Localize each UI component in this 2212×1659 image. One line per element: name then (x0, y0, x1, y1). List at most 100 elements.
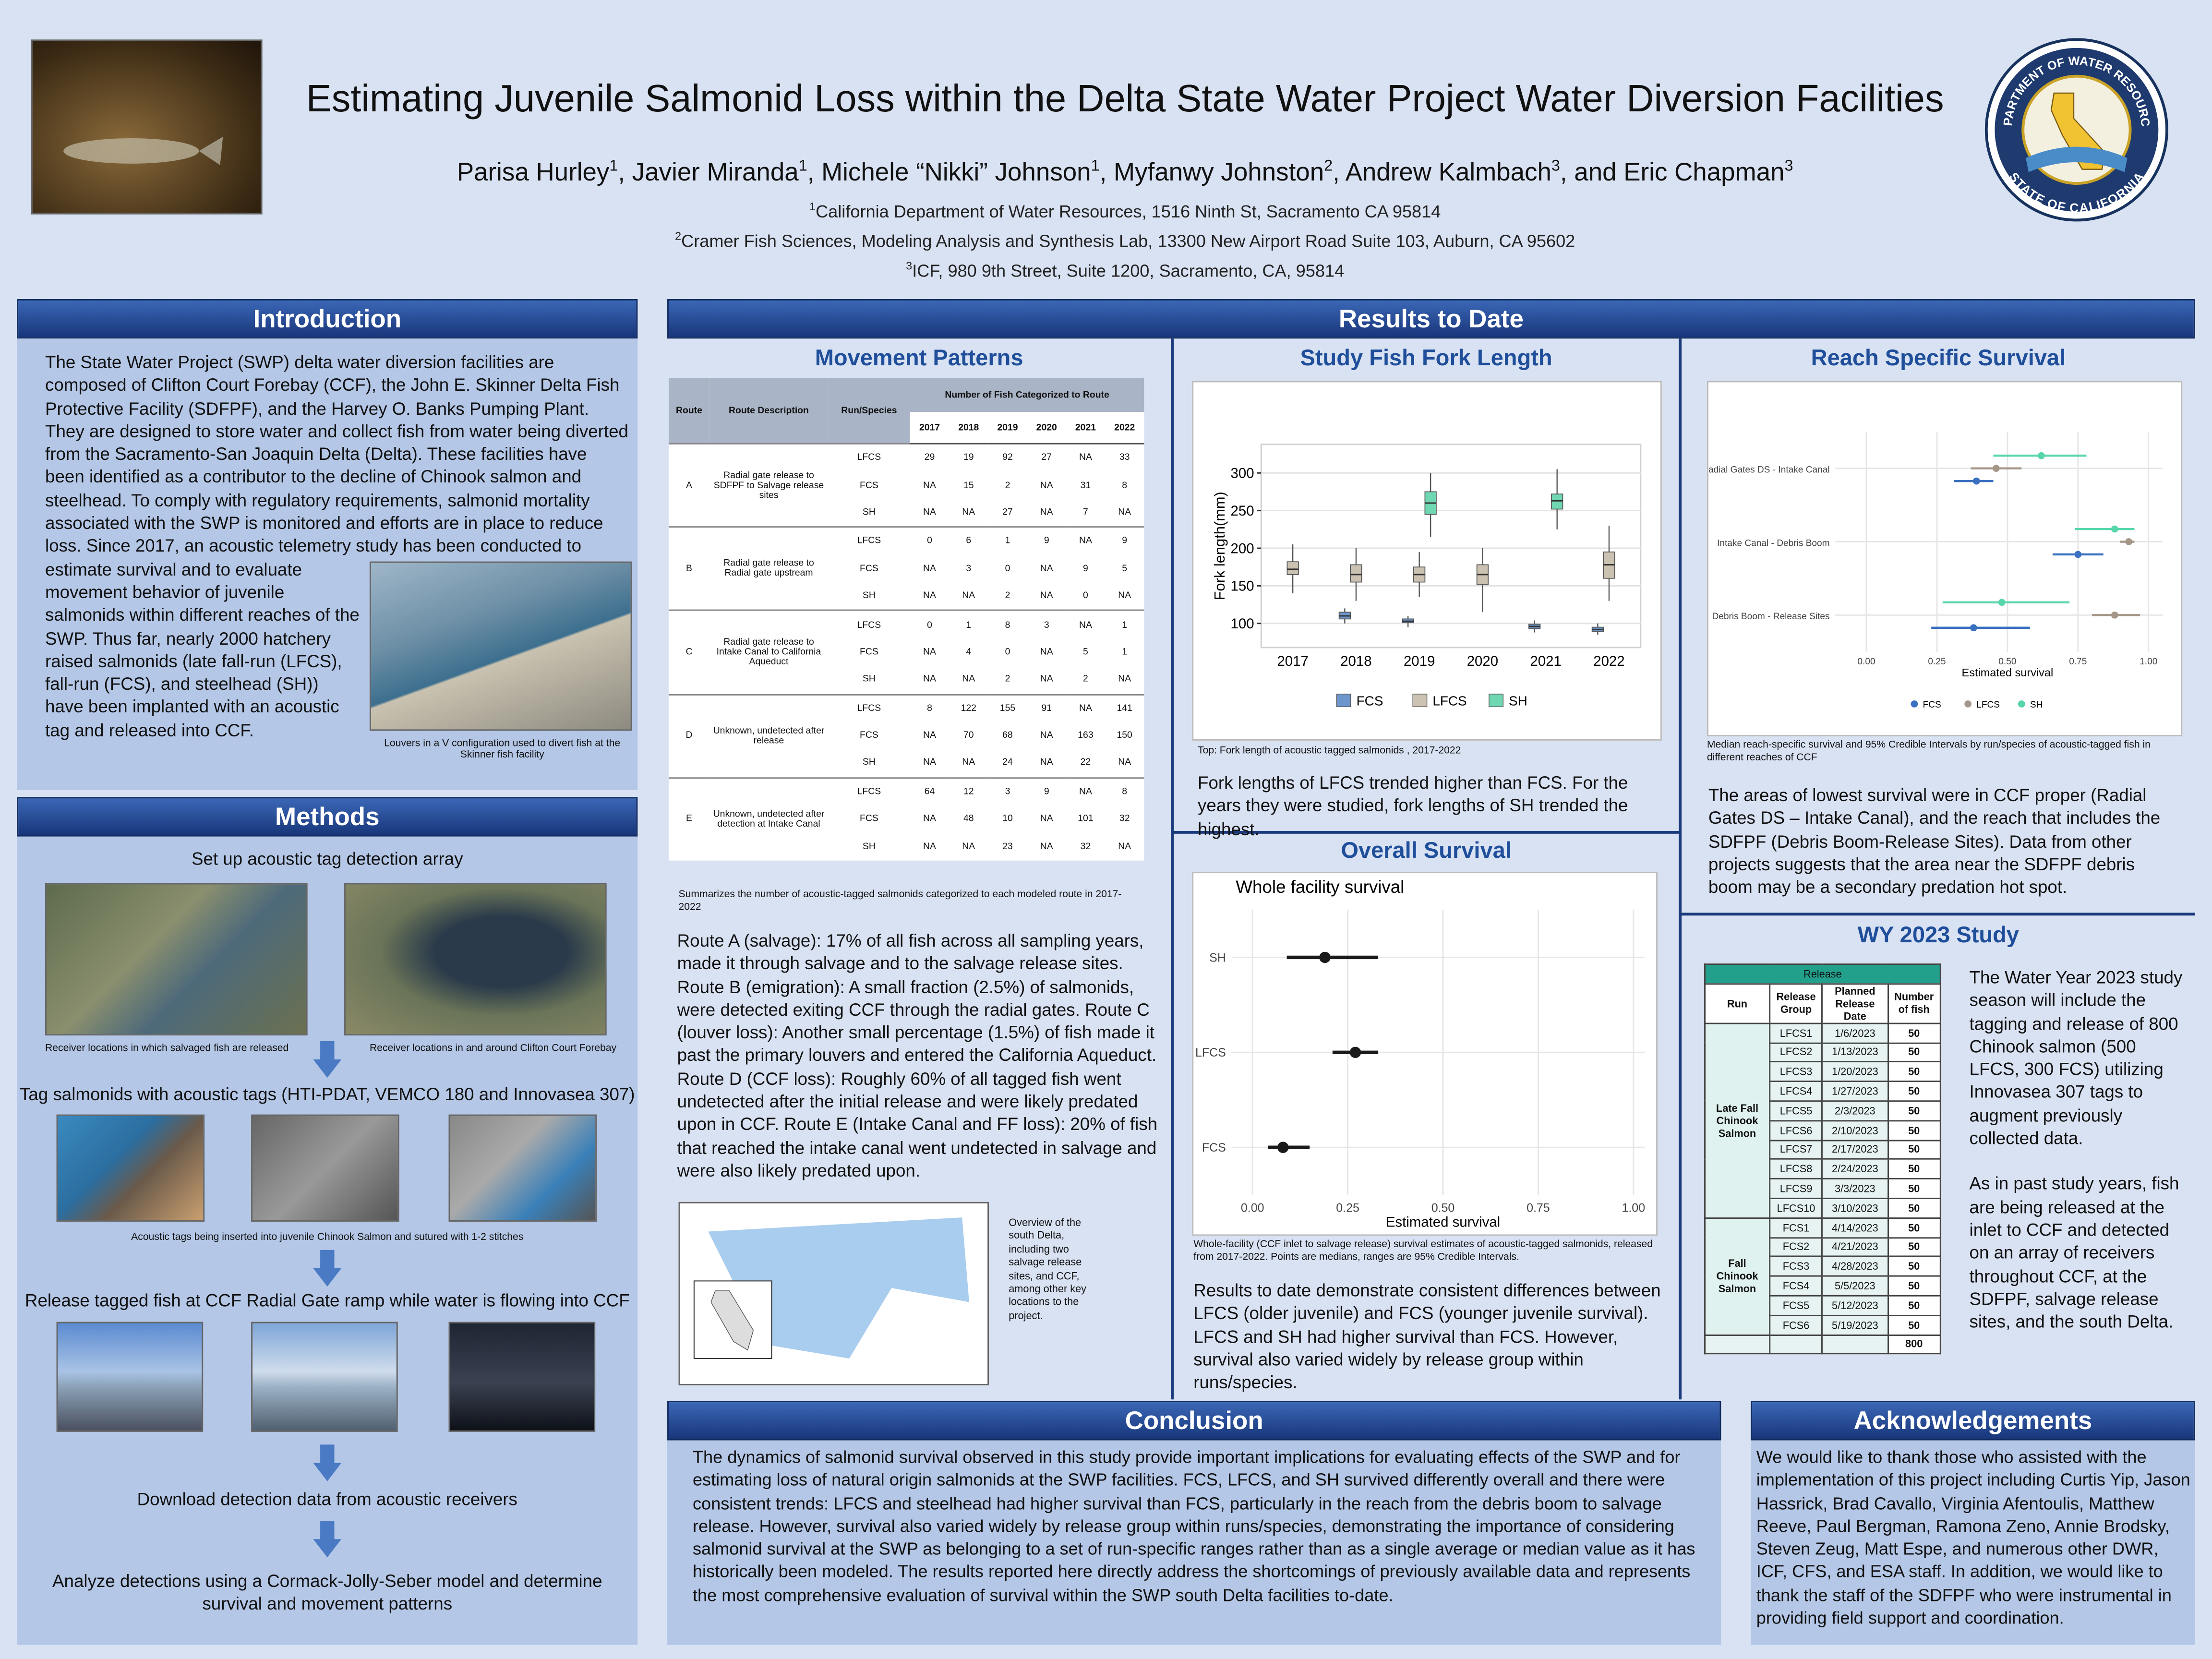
method-step: Set up acoustic tag detection array (191, 849, 463, 869)
chart-frame: 100 150 200 250 300 Fork length(mm) 2017 2018 20… (1192, 381, 1662, 741)
table-cell: 50 (1887, 1100, 1941, 1121)
count-cell: 31 (1080, 480, 1091, 491)
count-cell: NA (1066, 610, 1106, 639)
affiliation-text: ICF, 980 9th Street, Suite 1200, Sacrame… (912, 261, 1345, 281)
route-text: Route A (salvage): 17% of all fish acros… (677, 931, 1158, 1181)
count-cell: NA (923, 507, 937, 518)
table-cell: 50 (1887, 1275, 1941, 1297)
count-cell: 27 (1002, 507, 1013, 518)
count-cell: 3 (988, 777, 1027, 806)
affiliation: 3ICF, 980 9th Street, Suite 1200, Sacram… (268, 254, 1982, 284)
flow-arrow (313, 1041, 342, 1078)
y-tick-label: FCS (1202, 1141, 1226, 1154)
table-cell: 1/20/2023 (1822, 1061, 1888, 1082)
empty-cell (1768, 1334, 1824, 1355)
point (2074, 551, 2082, 558)
table-cell: 50 (1887, 1237, 1941, 1258)
count-cell: NA (1040, 758, 1053, 769)
y-tick-label: Debris Boom - Release Sites (1712, 612, 1829, 622)
table-row: LFCS3 1/20/2023 50 (1705, 1061, 1941, 1082)
count-cell: 7 (1083, 507, 1088, 518)
author-affiliation: 1 (1091, 158, 1100, 175)
count-cell: 155 (988, 693, 1027, 722)
count-cell: 3 (1027, 610, 1066, 639)
species-cell: LFCS (828, 526, 910, 555)
table-cell: 50 (1887, 1081, 1941, 1102)
description-cell: Unknown, undetected after detection at I… (709, 777, 828, 861)
table-row: FCS NA 3 0 NA 9 5 (669, 555, 1144, 583)
description-cell: Radial gate release to Intake Canal to C… (709, 610, 828, 694)
legend-label: SH (1509, 693, 1527, 708)
count-cell: NA (1066, 693, 1106, 722)
poster-title: Estimating Juvenile Salmonid Loss within… (306, 77, 1944, 120)
description-cell: Radial gate release to Radial gate upstr… (709, 526, 828, 611)
legend-swatch (1336, 694, 1351, 708)
description-cell: Radial gate release to SDFPF to Salvage … (709, 443, 828, 528)
flow-arrow (313, 1250, 342, 1287)
count-cell: 10 (1002, 814, 1013, 825)
table-row: LFCS2 1/13/2023 50 (1705, 1042, 1941, 1063)
method-step: Analyze detections using a Cormack-Jolly… (52, 1571, 602, 1614)
intro-figure: Louvers in a V configuration used to div… (369, 561, 635, 776)
reach-survival-chart: 0.00 0.25 0.50 0.75 1.00 Estimated survival Ra… (1702, 432, 2163, 710)
table-row: SH NA NA 23 NA 32 NA (669, 833, 1144, 860)
point (2111, 525, 2118, 533)
point (2038, 452, 2045, 459)
table-cell: LFCS6 (1768, 1119, 1824, 1141)
dwr-logo: DEPARTMENT OF WATER RESOURCES STATE OF C… (1984, 36, 2168, 222)
author-name: , Andrew Kalmbach (1333, 158, 1551, 186)
table-cell: 50 (1887, 1295, 1941, 1316)
species-cell: LFCS (828, 443, 910, 472)
count-cell: 0 (910, 526, 950, 555)
count-cell: NA (923, 674, 937, 685)
table-cell: 50 (1887, 1119, 1941, 1141)
x-tick-label: 0.25 (1336, 1201, 1359, 1214)
count-cell: 1 (988, 526, 1027, 555)
column-divider (1679, 338, 1682, 1400)
count-cell: NA (1118, 591, 1131, 601)
count-cell: NA (962, 758, 975, 769)
table-row: FCS4 5/5/2023 50 (1705, 1275, 1941, 1297)
count-cell: NA (923, 480, 937, 491)
intro-text-part: and to evaluate movement behavior of juv… (45, 559, 360, 741)
count-cell: 19 (949, 443, 988, 472)
count-cell: 1 (949, 610, 988, 639)
empty-cell (1822, 1334, 1888, 1355)
count-cell: 1 (1122, 647, 1128, 658)
authors: Parisa Hurley1, Javier Miranda1, Michele… (268, 158, 1982, 188)
table-row: SH NA NA 2 NA 2 NA (669, 666, 1144, 694)
table-row: FCS5 5/12/2023 50 (1705, 1295, 1941, 1316)
table-row: SH NA NA 2 NA 0 NA (669, 583, 1144, 611)
table-cell: 5/12/2023 (1822, 1295, 1888, 1316)
column-header: Route Description (709, 378, 828, 444)
table-cell: FCS1 (1768, 1217, 1824, 1238)
point (2125, 538, 2132, 545)
header-row: Route Route Description Run/Species Number … (668, 378, 1144, 444)
point (1993, 465, 2000, 472)
table-cell: LFCS4 (1768, 1081, 1824, 1102)
count-cell: NA (1040, 814, 1053, 825)
release-photo (448, 1322, 596, 1432)
count-cell: 24 (1002, 758, 1013, 769)
count-cell: 64 (910, 777, 950, 806)
wy-text: The Water Year 2023 study season will in… (1970, 966, 2184, 1334)
table-row: B Radial gate release to Radial gate upst… (668, 526, 1144, 611)
run-cell: Late Fall Chinook Salmon (1704, 1022, 1770, 1219)
count-cell: NA (923, 564, 937, 574)
count-cell: 32 (1080, 842, 1091, 852)
column-header: Run/Species (828, 378, 910, 444)
subsection-title: Reach Specific Survival (1811, 347, 2066, 371)
table-row: FCS NA 70 68 NA 163 150 (669, 722, 1144, 749)
table-cell: FCS3 (1768, 1256, 1824, 1277)
year-header: 2022 (1105, 412, 1144, 445)
release-photo (251, 1322, 398, 1432)
chart-frame: Whole facility survival 0.00 0.25 0.50 0.75 1… (1192, 872, 1658, 1236)
route-cell: B (668, 526, 710, 611)
count-cell: 9 (1027, 777, 1066, 806)
wy-paragraph: As in past study years, fish are being r… (1969, 1174, 2179, 1332)
count-cell: 32 (1119, 814, 1130, 825)
table-row: FCS NA 4 0 NA 5 1 (669, 638, 1144, 666)
